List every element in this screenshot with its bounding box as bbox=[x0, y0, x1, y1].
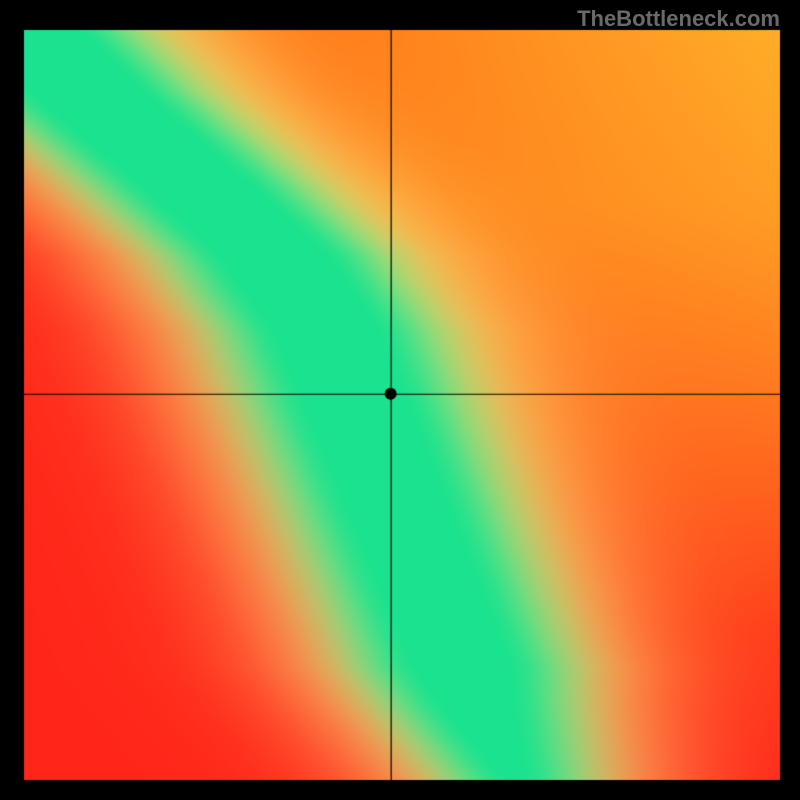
chart-container: TheBottleneck.com bbox=[0, 0, 800, 800]
watermark-text: TheBottleneck.com bbox=[577, 6, 780, 32]
heatmap-canvas bbox=[0, 0, 800, 800]
